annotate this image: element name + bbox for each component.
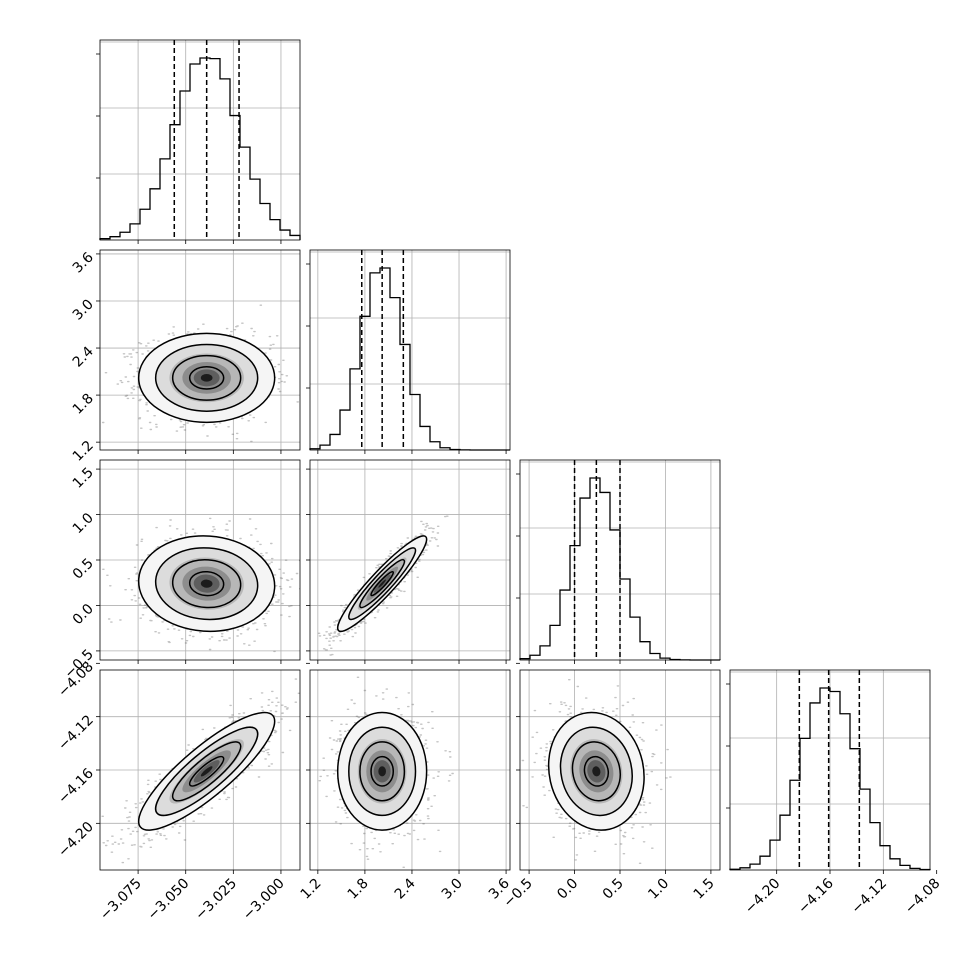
density-shade (378, 766, 386, 777)
panel-content (100, 250, 300, 450)
x-tick-label: 1.2 (298, 876, 325, 903)
density-shade (378, 579, 386, 588)
contour-line (137, 332, 276, 424)
density-shade (200, 579, 213, 588)
panel-content (520, 670, 720, 870)
contour-line (559, 726, 633, 817)
contour-line (571, 741, 621, 802)
contour-line (370, 755, 395, 787)
contour-line (171, 559, 242, 609)
x-tick-label: −4.16 (795, 875, 837, 917)
y-tick-label: 0.0 (70, 601, 97, 628)
scatter-panel-1-0: 1.2 1.8 2.4 3.0 3.6 (70, 249, 301, 465)
contour-line (154, 726, 259, 817)
contour-line (359, 559, 406, 609)
x-tick-label: −3.050 (145, 876, 193, 924)
scatter-panel-2-1 (306, 459, 511, 664)
contour-line (188, 365, 225, 390)
panel-content (310, 460, 510, 660)
y-tick-label: 1.0 (70, 510, 97, 537)
histogram-step-1 (309, 267, 510, 451)
contour-line (188, 570, 225, 597)
y-tick-label: 1.8 (70, 391, 97, 418)
contour-line (336, 535, 428, 633)
contour-line (137, 535, 276, 633)
scatter-panel-3-0: −3.075 −3.050 −3.025 −3.000−4.20−4.16−4.12−… (55, 659, 301, 924)
contour-line (336, 711, 428, 831)
contour-line (171, 354, 242, 401)
contour-line (188, 755, 225, 787)
y-tick-label: −4.12 (55, 712, 97, 754)
histogram-panel-2 (516, 459, 721, 664)
x-tick-label: −4.08 (902, 876, 944, 918)
density-shade (200, 374, 213, 382)
x-tick-label: −3.075 (97, 876, 145, 924)
y-tick-label: −4.16 (55, 765, 97, 807)
y-tick-label: 1.5 (70, 465, 97, 492)
scatter-panel-3-1: 1.2 1.8 2.4 3.0 3.6 (298, 662, 513, 903)
histogram-panel-0 (96, 39, 301, 244)
density-shade (200, 766, 213, 777)
hist-1-frame (309, 249, 511, 451)
histogram-panel-3: −4.20 −4.16 −4.12 −4.08 (726, 669, 944, 918)
contour-line (348, 547, 417, 621)
x-tick-label: −3.025 (192, 876, 240, 924)
contour-line (154, 343, 259, 412)
y-tick-label: 3.0 (70, 296, 97, 323)
scatter-1-0-frame (99, 249, 301, 451)
x-tick-label: −3.000 (240, 876, 288, 924)
x-tick-label: 2.4 (392, 875, 419, 902)
y-tick-label: 2.4 (70, 343, 97, 370)
scatter-panel-2-0: −0.50.00.51.01.5 (61, 459, 301, 682)
contour-line (137, 711, 276, 831)
contour-line (547, 711, 645, 831)
x-tick-label: 1.5 (691, 876, 718, 903)
x-tick-label: 3.0 (439, 876, 466, 903)
contour-line (583, 755, 610, 787)
histogram-step-3 (729, 687, 931, 871)
density-shade (592, 766, 601, 777)
y-tick-label: 1.2 (70, 438, 97, 465)
x-tick-label: 0.0 (554, 876, 581, 903)
hist-0-frame (99, 39, 301, 241)
histogram-panel-1 (306, 249, 511, 454)
x-tick-label: −4.12 (849, 876, 891, 918)
y-tick-label: 3.6 (70, 249, 97, 276)
contour-line (359, 741, 406, 802)
x-tick-label: −4.20 (742, 876, 784, 918)
contour-line (171, 741, 242, 802)
histogram-step-0 (99, 57, 301, 240)
x-tick-label: 1.0 (645, 876, 672, 903)
panel-content (100, 460, 300, 660)
y-tick-label: 0.5 (70, 556, 97, 583)
contour-line (370, 570, 395, 597)
panel-content (100, 670, 300, 870)
x-tick-label: 0.5 (600, 876, 627, 903)
y-tick-label: −4.20 (55, 819, 97, 861)
x-tick-label: 1.8 (345, 876, 372, 903)
scatter-panel-3-2: −0.5 0.0 0.5 1.0 1.5 (501, 662, 721, 911)
contour-line (348, 726, 417, 817)
contour-line (154, 547, 259, 621)
panel-content (310, 670, 510, 870)
